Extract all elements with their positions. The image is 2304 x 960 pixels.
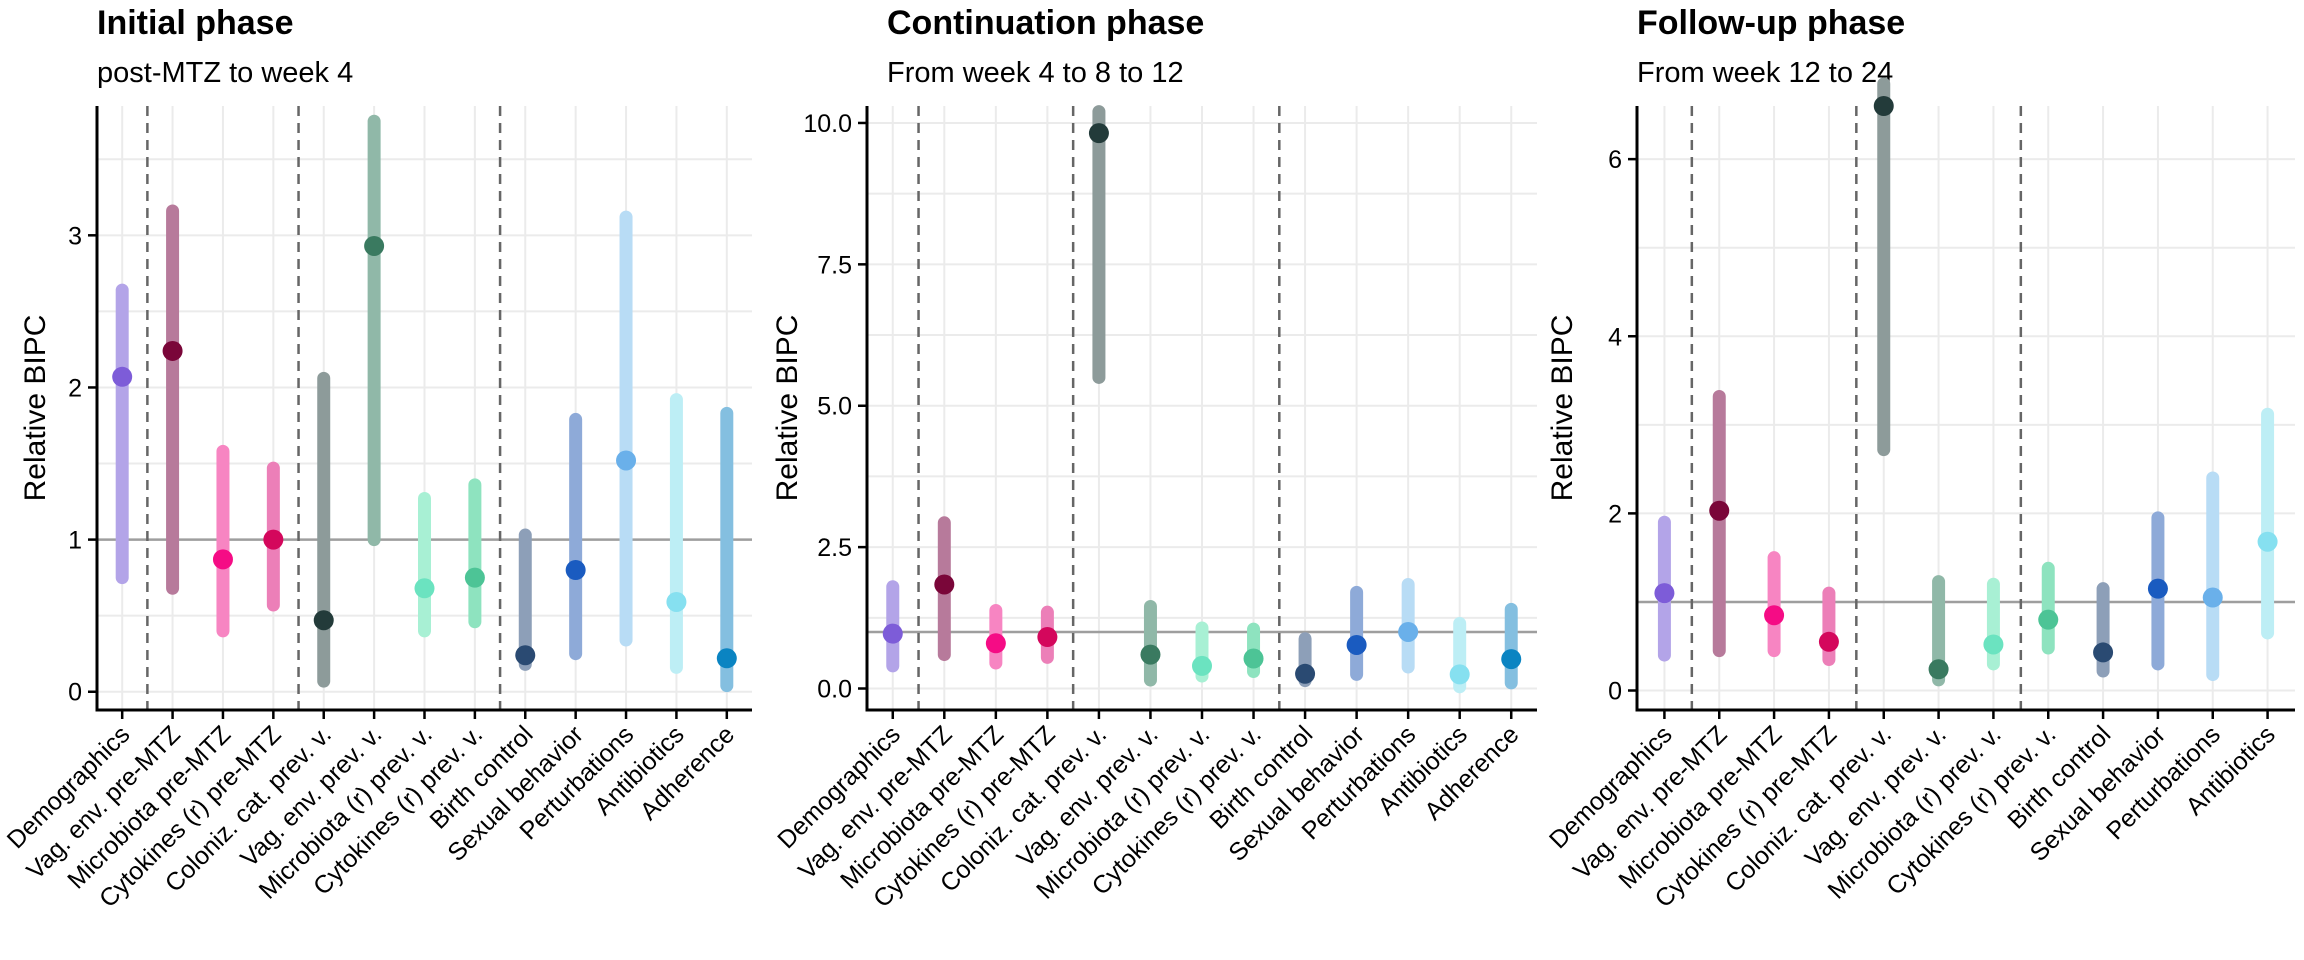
y-tick-label: 2 xyxy=(68,374,82,402)
panel-initial-phase: Initial phase post-MTZ to week 4 Relativ… xyxy=(2,4,752,913)
y-tick-label: 6 xyxy=(1608,146,1622,174)
data-point xyxy=(263,529,284,550)
data-point xyxy=(1449,664,1470,685)
y-tick-label: 4 xyxy=(1608,323,1622,351)
data-point xyxy=(1709,500,1730,521)
panel-title: Follow-up phase xyxy=(1637,4,1905,42)
data-point xyxy=(1398,621,1419,642)
data-point xyxy=(2202,587,2223,608)
data-point xyxy=(1501,649,1522,670)
y-axis-label: Relative BIPC xyxy=(1546,315,1579,502)
y-tick-label: 3 xyxy=(68,222,82,250)
panel-subtitle: post-MTZ to week 4 xyxy=(97,57,353,89)
data-point xyxy=(162,340,183,361)
panel-title: Continuation phase xyxy=(887,4,1204,42)
data-point xyxy=(716,648,737,669)
data-point xyxy=(1192,655,1212,676)
data-point xyxy=(934,574,955,595)
data-point xyxy=(1654,583,1675,604)
data-point xyxy=(882,623,903,644)
panel-title: Initial phase xyxy=(97,4,294,42)
panel-subtitle: From week 4 to 8 to 12 xyxy=(887,57,1184,89)
data-point xyxy=(1873,96,1894,116)
panel-continuation-phase: Continuation phase From week 4 to 8 to 1… xyxy=(771,4,1537,913)
y-tick-label: 0.0 xyxy=(817,676,852,704)
data-point xyxy=(1140,644,1161,665)
y-axis-label: Relative BIPC xyxy=(19,315,52,502)
data-point xyxy=(1764,605,1785,626)
y-tick-label: 2 xyxy=(1608,500,1622,528)
data-point xyxy=(515,645,536,666)
data-point xyxy=(2038,609,2059,630)
data-point xyxy=(1983,634,2004,655)
data-point xyxy=(2147,578,2168,599)
data-point xyxy=(1295,663,1316,684)
data-point xyxy=(616,450,637,471)
y-tick-label: 2.5 xyxy=(817,534,852,562)
data-point xyxy=(1088,123,1109,144)
y-tick-label: 5.0 xyxy=(817,393,852,421)
data-point xyxy=(414,578,435,599)
data-point xyxy=(1928,659,1949,680)
data-point xyxy=(364,235,385,256)
panel-follow-up-phase: Follow-up phase From week 12 to 24 Relat… xyxy=(1544,4,2295,913)
data-point xyxy=(2093,642,2114,663)
data-point xyxy=(1346,634,1367,655)
data-point xyxy=(2257,531,2278,552)
data-point xyxy=(565,560,586,581)
data-point xyxy=(112,366,133,387)
data-point xyxy=(313,610,334,631)
y-axis-label: Relative BIPC xyxy=(771,315,804,502)
y-tick-label: 0 xyxy=(1608,678,1622,706)
y-tick-label: 7.5 xyxy=(817,251,852,279)
panel-subtitle: From week 12 to 24 xyxy=(1637,57,1893,89)
y-tick-label: 0 xyxy=(68,679,82,707)
data-point xyxy=(212,549,233,570)
data-point xyxy=(1243,648,1264,669)
data-point xyxy=(985,633,1006,654)
data-point xyxy=(666,591,687,612)
data-point xyxy=(464,567,485,588)
y-tick-label: 1 xyxy=(68,527,82,555)
data-point xyxy=(1037,627,1058,648)
y-tick-label: 10.0 xyxy=(803,110,852,138)
data-point xyxy=(1818,631,1839,652)
